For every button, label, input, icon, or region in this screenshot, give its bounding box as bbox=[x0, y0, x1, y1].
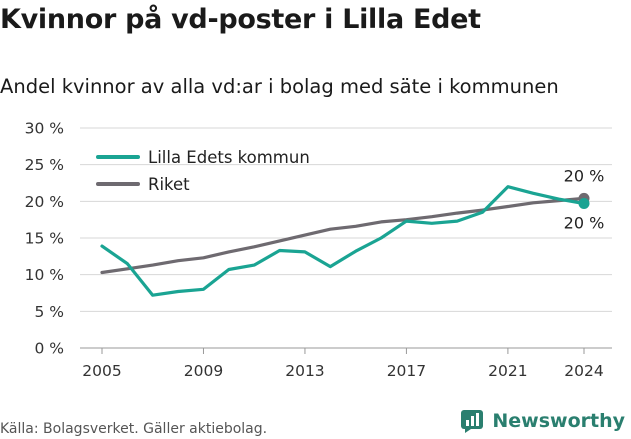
x-tick-label: 2017 bbox=[387, 362, 426, 380]
y-tick-label: 5 % bbox=[34, 303, 64, 321]
grid-lines bbox=[80, 127, 612, 349]
y-tick-label: 25 % bbox=[25, 156, 64, 174]
y-tick-label: 10 % bbox=[25, 266, 64, 284]
legend-label: Lilla Edets kommun bbox=[148, 148, 310, 167]
series-lines bbox=[100, 185, 590, 297]
newsworthy-icon bbox=[461, 410, 484, 433]
y-tick-label: 20 % bbox=[25, 193, 64, 211]
x-tick-label: 2005 bbox=[82, 362, 121, 380]
end-label-riket: 20 % bbox=[564, 166, 605, 185]
series-line-riket bbox=[100, 196, 586, 275]
series-line-lilla-edet bbox=[100, 185, 586, 297]
y-tick-label: 0 % bbox=[34, 340, 64, 358]
end-label-lilla-edet: 20 % bbox=[564, 214, 605, 233]
y-tick-label: 30 % bbox=[25, 120, 64, 138]
brand-name: Newsworthy bbox=[492, 410, 625, 432]
chart-title: Kvinnor på vd-poster i Lilla Edet bbox=[0, 4, 481, 35]
axis-labels: 0 % 5 % 10 % 15 % 20 % 25 % 30 % 2005 2009 2013 20… bbox=[25, 120, 604, 381]
y-tick-label: 15 % bbox=[25, 230, 64, 248]
legend-label: Riket bbox=[148, 175, 190, 194]
end-labels: 20 % 20 % bbox=[564, 166, 605, 232]
newsworthy-logo: Newsworthy bbox=[460, 409, 625, 433]
chart-subtitle: Andel kvinnor av alla vd:ar i bolag med … bbox=[0, 75, 559, 98]
x-tick-label: 2013 bbox=[285, 362, 324, 380]
x-tick-label: 2024 bbox=[564, 362, 603, 380]
legend: Lilla Edets kommun Riket bbox=[96, 148, 310, 194]
series-end-point-lilla-edet bbox=[578, 198, 590, 210]
x-tick-label: 2009 bbox=[184, 362, 223, 380]
x-tick-label: 2021 bbox=[488, 362, 527, 380]
source-note: Källa: Bolagsverket. Gäller aktiebolag. bbox=[0, 421, 268, 437]
